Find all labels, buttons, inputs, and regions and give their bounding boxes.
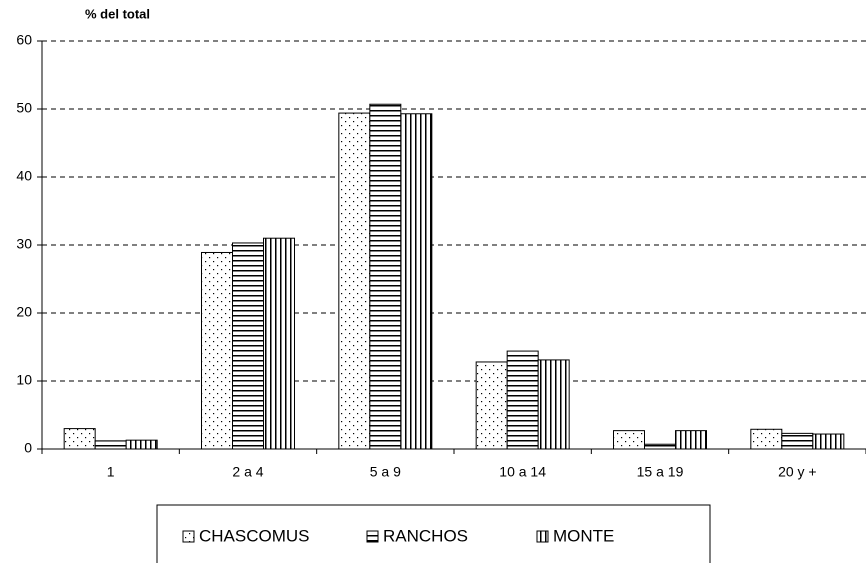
bar [675, 430, 707, 450]
x-tick-label: 5 a 9 [370, 464, 401, 480]
legend-box [156, 504, 711, 563]
bar [475, 361, 508, 450]
y-tick-label: 60 [16, 32, 32, 48]
bar [338, 112, 371, 450]
legend-label: CHASCOMUS [199, 526, 310, 545]
bar [400, 113, 433, 450]
legend-swatch [182, 530, 195, 543]
bar [63, 428, 96, 450]
y-tick-label: 30 [16, 236, 32, 252]
bar [263, 237, 295, 450]
bar [750, 428, 783, 450]
y-axis-label: % del total [85, 6, 150, 21]
y-tick-label: 40 [16, 168, 32, 184]
bar [369, 103, 402, 450]
y-tick-label: 50 [16, 100, 32, 116]
legend-label: RANCHOS [383, 526, 468, 545]
x-tick-label: 2 a 4 [232, 464, 263, 480]
bar [613, 430, 645, 450]
bar [201, 251, 233, 450]
bar [94, 440, 127, 450]
x-tick-label: 10 a 14 [499, 464, 546, 480]
bar [506, 350, 539, 450]
y-tick-label: 0 [24, 440, 32, 456]
bar [232, 242, 264, 450]
bar [537, 359, 570, 450]
x-tick-label: 15 a 19 [637, 464, 684, 480]
bar [812, 433, 845, 450]
x-tick-label: 20 y + [778, 464, 817, 480]
y-tick-label: 10 [16, 372, 32, 388]
y-tick-label: 20 [16, 304, 32, 320]
legend-swatch [366, 530, 379, 543]
bar [125, 439, 158, 450]
legend-label: MONTE [553, 526, 614, 545]
bar [781, 432, 814, 450]
x-tick-label: 1 [107, 464, 115, 480]
bar [644, 443, 676, 450]
legend-swatch [536, 530, 549, 543]
